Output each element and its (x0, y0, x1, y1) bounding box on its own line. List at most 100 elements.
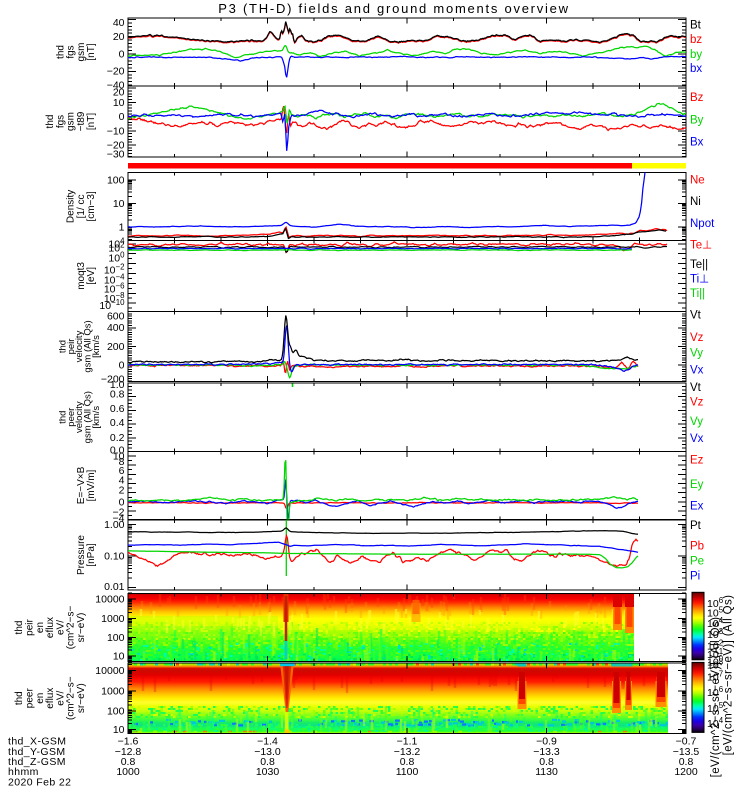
svg-text:[km/s: [km/s (91, 335, 102, 358)
svg-text:10000: 10000 (95, 665, 124, 677)
svg-text:thd: thd (14, 621, 25, 635)
svg-text:−1.4: −1.4 (257, 736, 278, 748)
svg-text:0.0: 0.0 (110, 444, 125, 456)
svg-text:Te||: Te|| (690, 259, 708, 271)
svg-text:−10: −10 (107, 126, 125, 138)
svg-text:Vx: Vx (690, 364, 704, 376)
svg-text:−20: −20 (107, 66, 125, 78)
svg-text:peer: peer (25, 688, 36, 709)
svg-text:0.10: 0.10 (104, 551, 125, 563)
svg-text:Ne: Ne (690, 174, 705, 186)
svg-text:Bx: Bx (690, 137, 704, 149)
svg-text:−2: −2 (113, 507, 125, 519)
svg-text:thd_Z-GSM: thd_Z-GSM (8, 756, 66, 768)
svg-text:400: 400 (107, 322, 125, 334)
svg-text:by: by (690, 49, 702, 61)
svg-text:20: 20 (113, 31, 125, 43)
svg-text:sr−eV): sr−eV) (76, 683, 87, 713)
svg-text:P3 (TH-D) fields and ground mo: P3 (TH-D) fields and ground moments over… (218, 1, 570, 16)
svg-text:Ti||: Ti|| (690, 288, 705, 300)
svg-text:0.4: 0.4 (110, 417, 125, 429)
svg-text:−1.6: −1.6 (118, 736, 139, 748)
svg-text:Ni: Ni (690, 196, 701, 208)
svg-text:4: 4 (119, 474, 125, 486)
svg-text:0.8: 0.8 (121, 756, 136, 768)
svg-text:Vy: Vy (690, 416, 703, 428)
svg-text:Npot: Npot (690, 218, 715, 230)
svg-text:0: 0 (119, 359, 125, 371)
svg-text:100: 100 (107, 174, 125, 186)
svg-text:100: 100 (107, 632, 125, 644)
svg-text:0.01: 0.01 (104, 581, 125, 593)
svg-text:[nT]: [nT] (86, 43, 97, 60)
svg-text:1130: 1130 (535, 766, 558, 778)
svg-text:en: en (35, 693, 46, 704)
svg-text:[eV/(cm^2−s−sr−eV)] (All Qs): [eV/(cm^2−s−sr−eV)] (All Qs) (710, 617, 722, 778)
svg-text:thd: thd (45, 115, 56, 129)
svg-text:−13.2: −13.2 (394, 746, 421, 758)
svg-text:thd: thd (57, 340, 68, 353)
svg-text:−13.0: −13.0 (254, 746, 281, 758)
svg-text:0: 0 (119, 111, 125, 123)
svg-text:Vx: Vx (690, 433, 704, 445)
svg-text:Density: Density (66, 190, 77, 223)
svg-text:Vt: Vt (690, 382, 702, 394)
svg-text:[1/ cc: [1/ cc (76, 194, 87, 218)
svg-text:E=−V×B: E=−V×B (76, 466, 87, 504)
svg-text:1030: 1030 (256, 766, 280, 778)
svg-text:moqt3: moqt3 (76, 262, 87, 290)
svg-text:−4: −4 (113, 513, 125, 525)
svg-text:0.8: 0.8 (110, 388, 125, 400)
svg-text:fgs: fgs (55, 115, 66, 128)
svg-text:Bt: Bt (690, 20, 702, 32)
svg-text:thd_X-GSM: thd_X-GSM (8, 736, 66, 748)
svg-text:10: 10 (113, 198, 125, 210)
svg-text:fgs: fgs (66, 45, 77, 58)
svg-text:6: 6 (119, 465, 125, 477)
svg-text:0.8: 0.8 (679, 756, 694, 768)
svg-text:[eV]: [eV] (86, 267, 97, 285)
svg-text:velocity: velocity (74, 401, 85, 433)
svg-text:eV/: eV/ (55, 620, 66, 635)
svg-text:[nPa]: [nPa] (86, 543, 97, 567)
svg-text:0.8: 0.8 (400, 756, 415, 768)
svg-text:−200: −200 (101, 374, 125, 386)
svg-text:2: 2 (119, 484, 125, 496)
svg-text:Vz: Vz (690, 396, 704, 408)
svg-text:1.0: 1.0 (110, 379, 125, 391)
svg-text:40: 40 (113, 17, 125, 29)
svg-text:(cm^2−s−: (cm^2−s− (66, 606, 77, 650)
svg-text:velocity: velocity (74, 330, 85, 362)
svg-text:bx: bx (690, 63, 702, 75)
svg-text:[nT]: [nT] (86, 113, 97, 130)
svg-text:Ey: Ey (690, 479, 704, 491)
svg-text:en: en (35, 622, 46, 633)
svg-text:10: 10 (113, 450, 125, 462)
svg-text:Vz: Vz (690, 332, 704, 344)
svg-text:[cm−3]: [cm−3] (86, 191, 97, 222)
svg-text:1000: 1000 (101, 685, 125, 697)
svg-text:thd_Y-GSM: thd_Y-GSM (8, 746, 66, 758)
svg-text:200: 200 (107, 341, 125, 353)
svg-text:10: 10 (113, 724, 125, 736)
svg-text:8: 8 (119, 456, 125, 468)
svg-text:20: 20 (113, 87, 125, 99)
svg-text:Pe: Pe (690, 556, 704, 568)
svg-text:Vy: Vy (690, 348, 703, 360)
svg-text:1000: 1000 (101, 613, 125, 625)
svg-text:−30: −30 (107, 148, 125, 160)
svg-text:eV/: eV/ (55, 690, 66, 705)
svg-text:0.6: 0.6 (110, 403, 125, 415)
svg-text:−13.3: −13.3 (533, 746, 560, 758)
svg-text:thd: thd (57, 411, 68, 424)
svg-text:0.8: 0.8 (260, 756, 275, 768)
svg-text:Pt: Pt (690, 520, 702, 532)
svg-text:thd: thd (55, 45, 66, 59)
svg-text:[mV/m]: [mV/m] (86, 469, 97, 501)
svg-text:gsm: gsm (76, 43, 87, 62)
svg-text:eflux: eflux (45, 617, 56, 638)
svg-text:[km/s: [km/s (91, 406, 102, 429)
svg-text:0.2: 0.2 (110, 432, 125, 444)
svg-text:Ex: Ex (690, 501, 704, 513)
svg-text:thd: thd (14, 691, 25, 705)
